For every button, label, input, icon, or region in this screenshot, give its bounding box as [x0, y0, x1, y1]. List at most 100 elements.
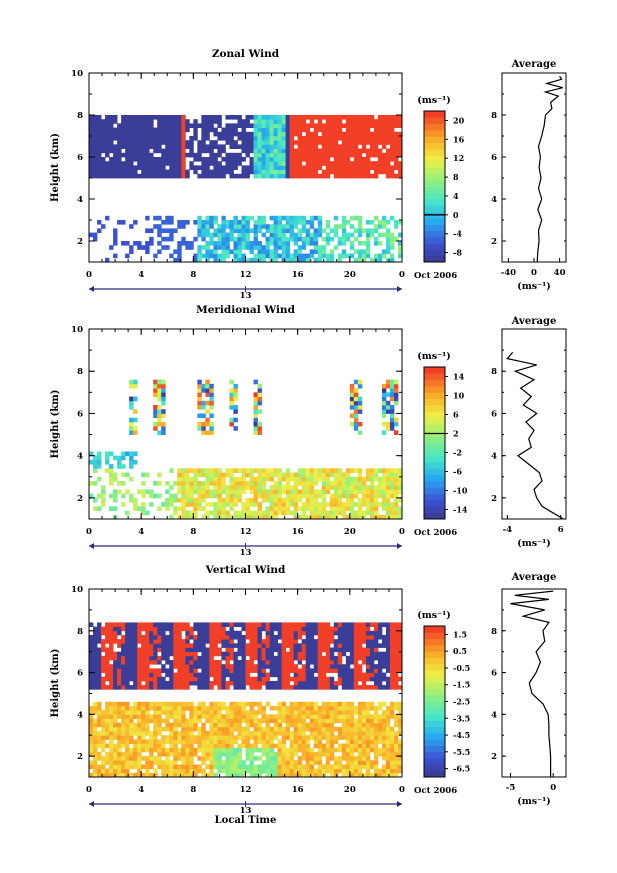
- heatmap-cell: [109, 743, 114, 749]
- heatmap-cell: [177, 768, 182, 774]
- heatmap-cell: [101, 493, 106, 499]
- heatmap-cell: [233, 131, 238, 137]
- heatmap-cell: [277, 236, 283, 242]
- heatmap-cell: [185, 685, 190, 690]
- heatmap-cell: [213, 472, 218, 478]
- heatmap-cell: [193, 710, 198, 715]
- heatmap-cell: [117, 760, 122, 765]
- heatmap-cell: [165, 131, 170, 137]
- heatmap-cell: [165, 739, 170, 744]
- heatmap-cell: [193, 489, 198, 495]
- heatmap-cell: [257, 506, 262, 511]
- heatmap-cell: [197, 497, 202, 503]
- heatmap-cell: [313, 506, 319, 511]
- heatmap-cell: [309, 764, 315, 770]
- heatmap-cell: [301, 622, 307, 627]
- heatmap-cell: [309, 655, 315, 661]
- heatmap-cell: [177, 169, 182, 175]
- colorbar-segment: [424, 392, 445, 400]
- heatmap-cell: [193, 643, 198, 648]
- heatmap-cell: [389, 476, 395, 482]
- heatmap-cell: [141, 764, 146, 770]
- heatmap-cell: [329, 472, 335, 478]
- heatmap-cell: [369, 664, 375, 669]
- heatmap-cell: [369, 502, 375, 507]
- heatmap-cell: [213, 739, 218, 744]
- heatmap-cell: [109, 119, 114, 124]
- heatmap-cell: [373, 726, 379, 732]
- heatmap-cell: [193, 751, 198, 757]
- heatmap-cell: [345, 148, 351, 154]
- heatmap-cell: [293, 680, 299, 686]
- heatmap-cell: [317, 764, 323, 770]
- heatmap-cell: [329, 485, 335, 490]
- heatmap-cell: [193, 639, 198, 644]
- heatmap-cell: [125, 647, 130, 653]
- heatmap-cell: [209, 169, 214, 175]
- heatmap-cell: [285, 489, 291, 495]
- heatmap-cell: [233, 622, 238, 627]
- heatmap-cell: [193, 622, 198, 627]
- heatmap-cell: [153, 481, 158, 486]
- heatmap-cell: [389, 140, 395, 145]
- heatmap-cell: [137, 772, 142, 778]
- heatmap-cell: [169, 232, 174, 238]
- heatmap-cell: [369, 714, 375, 719]
- heatmap-cell: [361, 772, 367, 778]
- heatmap-cell: [137, 739, 142, 744]
- heatmap-cell: [265, 651, 270, 657]
- heatmap-cell: [149, 660, 154, 665]
- heatmap-cell: [293, 718, 299, 724]
- heatmap-cell: [181, 169, 186, 175]
- heatmap-cell: [233, 634, 238, 640]
- heatmap-cell: [149, 630, 154, 636]
- heatmap-cell: [101, 768, 106, 774]
- heatmap-cell: [333, 468, 339, 473]
- heatmap-cell: [145, 626, 150, 632]
- heatmap-cell: [117, 735, 122, 740]
- heatmap-cell: [289, 647, 295, 653]
- heatmap-cell: [373, 468, 379, 473]
- heatmap-cell: [233, 152, 238, 158]
- heatmap-cell: [225, 493, 230, 499]
- heatmap-cell: [325, 680, 331, 686]
- heatmap-cell: [253, 726, 258, 732]
- heatmap-cell: [169, 253, 174, 259]
- heatmap-cell: [105, 136, 110, 141]
- heatmap-cell: [245, 664, 250, 669]
- heatmap-cell: [205, 685, 210, 690]
- heatmap-cell: [317, 502, 323, 507]
- heatmap-cell: [141, 772, 146, 778]
- heatmap-cell: [301, 647, 307, 653]
- heatmap-cell: [317, 768, 323, 774]
- heatmap-cell: [177, 680, 182, 686]
- heatmap-cell: [317, 476, 323, 482]
- heatmap-cell: [361, 249, 367, 254]
- heatmap-cell: [389, 405, 395, 410]
- heatmap-cell: [257, 680, 262, 686]
- heatmap-cell: [113, 232, 118, 238]
- heatmap-cell: [153, 131, 158, 137]
- heatmap-cell: [97, 639, 102, 644]
- heatmap-cell: [169, 485, 174, 490]
- heatmap-cell: [209, 751, 214, 757]
- heatmap-cell: [369, 739, 375, 744]
- heatmap-cell: [93, 468, 98, 473]
- heatmap-cell: [293, 224, 299, 229]
- heatmap-cell: [269, 152, 274, 158]
- heatmap-cell: [233, 514, 238, 520]
- heatmap-cell: [89, 140, 94, 145]
- heatmap-cell: [241, 714, 246, 719]
- heatmap-cell: [225, 768, 230, 774]
- heatmap-cell: [381, 392, 387, 397]
- heatmap-cell: [261, 651, 266, 657]
- heatmap-cell: [217, 756, 222, 761]
- heatmap-cell: [213, 722, 218, 728]
- heatmap-cell: [313, 115, 319, 120]
- heatmap-cell: [129, 245, 134, 250]
- heatmap-cell: [165, 123, 170, 128]
- heatmap-cell: [101, 643, 106, 648]
- heatmap-cell: [213, 514, 218, 520]
- heatmap-cell: [185, 768, 190, 774]
- heatmap-cell: [389, 388, 395, 393]
